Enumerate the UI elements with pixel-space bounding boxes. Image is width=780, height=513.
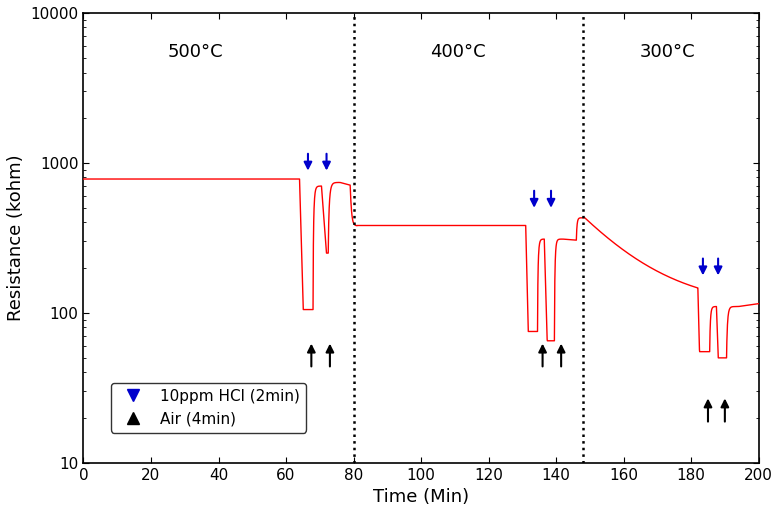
Legend: 10ppm HCl (2min), Air (4min): 10ppm HCl (2min), Air (4min) — [112, 383, 307, 432]
Text: 300°C: 300°C — [640, 43, 695, 61]
Text: 500°C: 500°C — [167, 43, 223, 61]
Y-axis label: Resistance (kohm): Resistance (kohm) — [7, 154, 25, 321]
X-axis label: Time (Min): Time (Min) — [373, 488, 469, 506]
Text: 400°C: 400°C — [431, 43, 486, 61]
